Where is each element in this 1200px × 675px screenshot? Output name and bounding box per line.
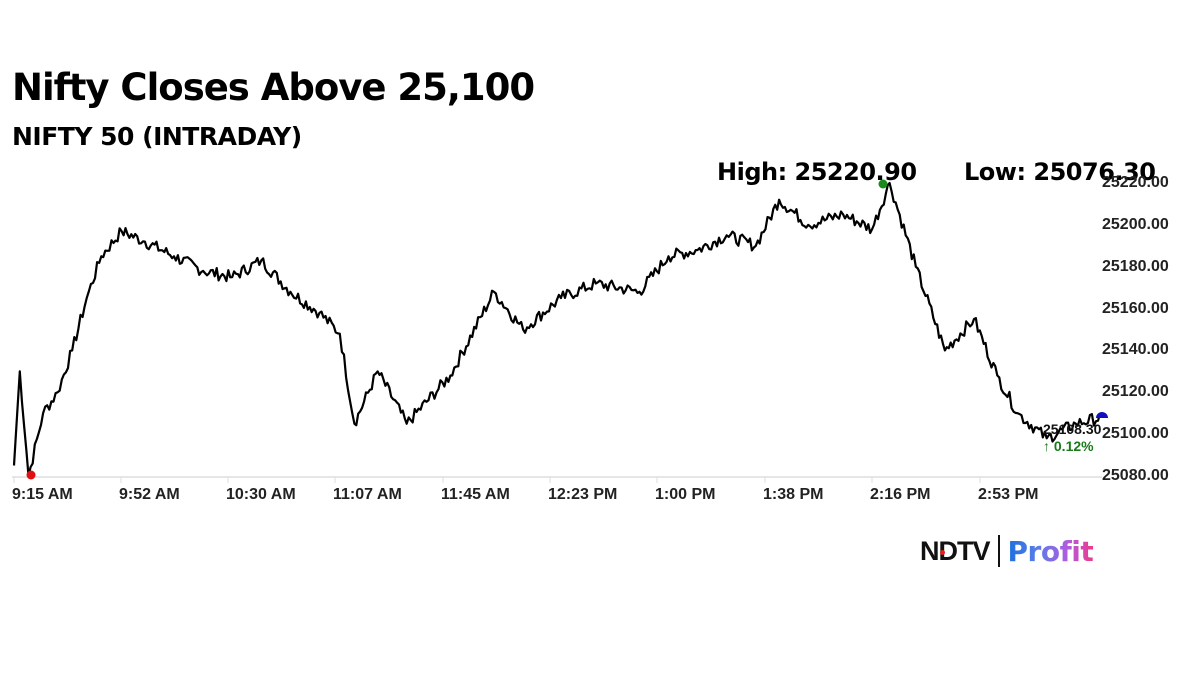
chart-title: Nifty Closes Above 25,100: [12, 66, 535, 109]
chart-subtitle: NIFTY 50 (INTRADAY): [12, 122, 302, 151]
low-marker: [26, 470, 36, 480]
x-tick-label: 1:00 PM: [655, 486, 716, 503]
x-tick-label: 9:52 AM: [119, 486, 180, 503]
y-tick-label: 25120.00: [1102, 383, 1169, 401]
y-tick-label: 25100.00: [1102, 425, 1169, 443]
y-tick-label: 25160.00: [1102, 299, 1169, 317]
last-price-label: 25108.30: [1043, 421, 1102, 437]
logo-divider: [997, 535, 1000, 567]
y-tick-label: 25220.00: [1102, 174, 1169, 191]
x-tick-label: 1:38 PM: [763, 486, 824, 503]
change-percent-label: ↑ 0.12%: [1043, 438, 1094, 454]
y-tick-label: 25180.00: [1102, 257, 1169, 275]
y-tick-label: 25080.00: [1102, 467, 1169, 484]
x-tick-label: 12:23 PM: [548, 486, 618, 503]
low-stat: Low: 25076.30: [964, 158, 1156, 186]
x-axis-ticks: [13, 477, 981, 483]
x-tick-label: 2:53 PM: [978, 486, 1039, 503]
high-marker: [878, 179, 888, 189]
price-line: [12, 181, 1103, 478]
last-price-marker: [1096, 412, 1108, 418]
ndtv-wordmark: NDTV: [920, 535, 990, 566]
x-tick-label: 11:07 AM: [333, 486, 402, 503]
x-tick-label: 2:16 PM: [870, 486, 931, 503]
y-tick-label: 25200.00: [1102, 215, 1169, 233]
x-tick-label: 9:15 AM: [12, 486, 73, 503]
x-tick-label: 10:30 AM: [226, 486, 296, 503]
x-tick-label: 11:45 AM: [441, 486, 510, 503]
y-tick-label: 25140.00: [1102, 341, 1169, 359]
logo-dot-icon: [940, 549, 945, 555]
profit-wordmark: Profit: [1007, 534, 1094, 568]
ndtv-profit-logo: NDTV Profit: [920, 533, 1094, 569]
